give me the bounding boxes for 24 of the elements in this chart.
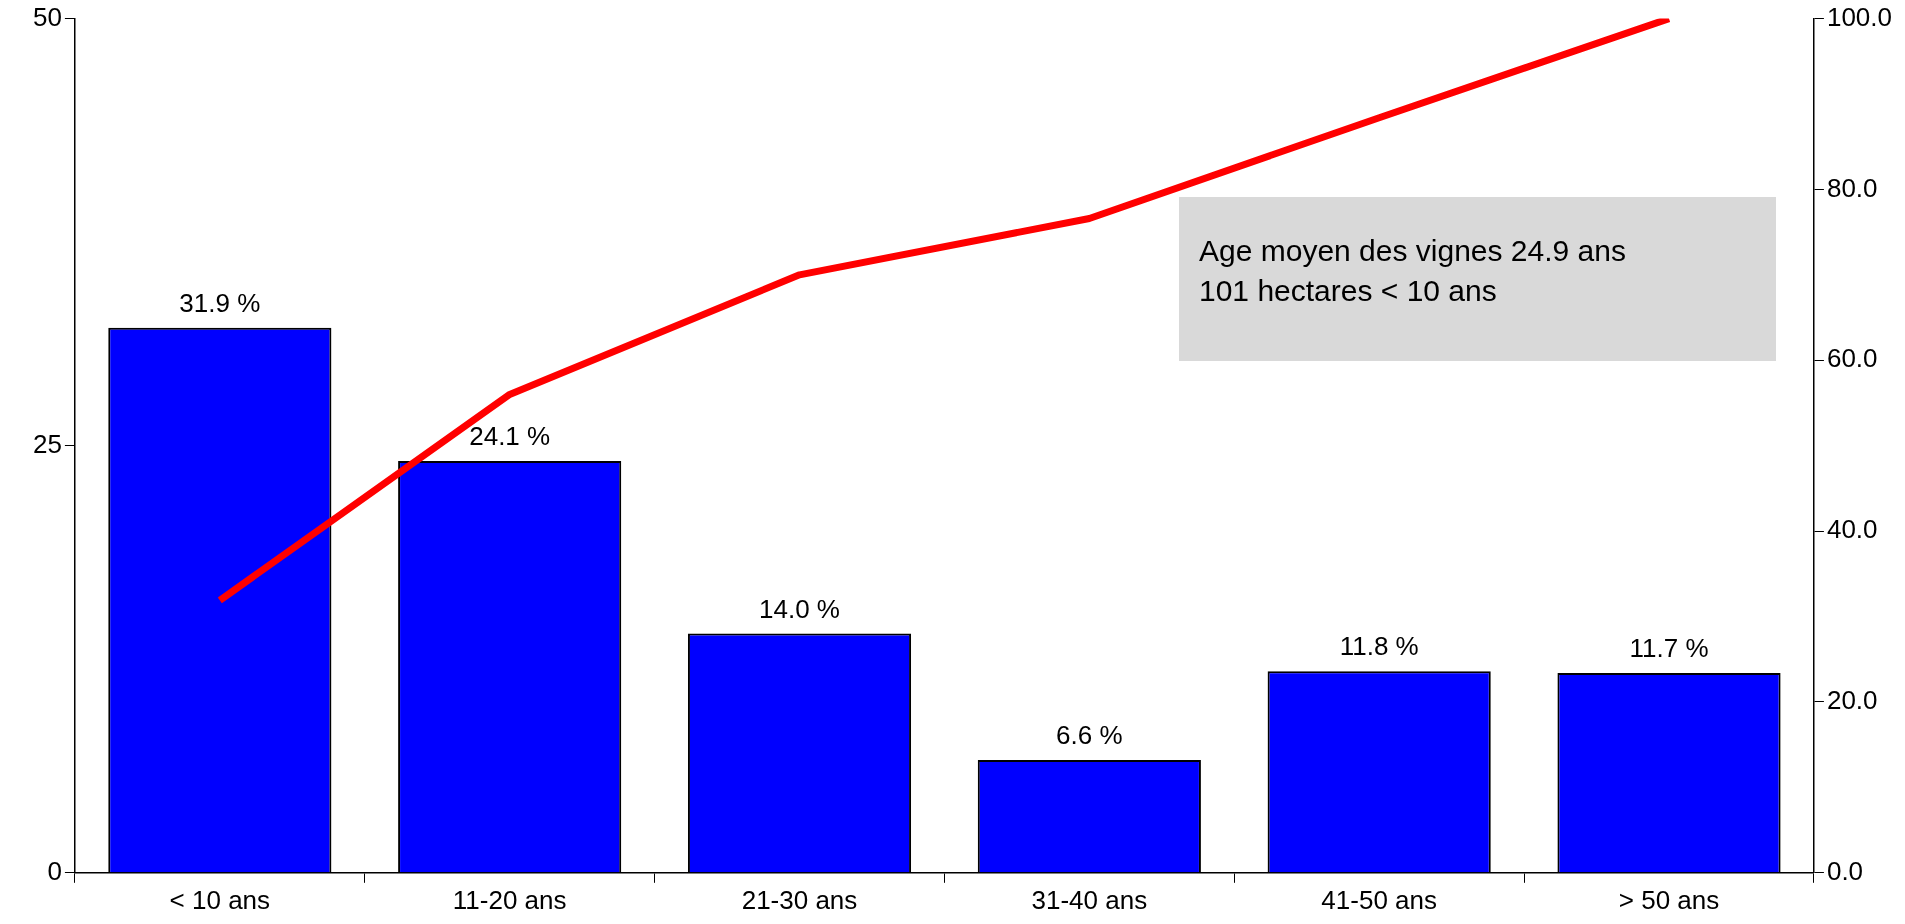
y2-tick-label: 80.0 xyxy=(1826,172,1878,203)
x-tick-label: 11-20 ans xyxy=(452,884,567,915)
data-label: 14.0 % xyxy=(759,593,840,624)
annotation: Age moyen des vignes 24.9 ans xyxy=(1199,233,1627,269)
y-tick-label: 50 xyxy=(33,1,62,32)
data-label: 11.8 % xyxy=(1339,631,1419,662)
y2-tick-label: 0.0 xyxy=(1826,855,1864,886)
data-label: 11.7 % xyxy=(1629,633,1709,664)
x-tick-label: 31-40 ans xyxy=(1031,884,1148,915)
x-tick-label: 21-30 ans xyxy=(741,884,858,915)
data-label: 24.1 % xyxy=(469,421,551,452)
x-tick-label: 41-50 ans xyxy=(1321,884,1438,915)
y2-tick-label: 100.0 xyxy=(1826,1,1893,32)
data-label: 31.9 % xyxy=(179,287,261,318)
note-box: Age moyen des vignes 24.9 ans 101 hectares < 10 ans xyxy=(1179,197,1776,361)
y2-tick-label: 20.0 xyxy=(1826,685,1878,716)
y-tick-label: 0 xyxy=(47,855,62,886)
y2-tick-label: 60.0 xyxy=(1826,343,1878,374)
x-tick-label: > 50 ans xyxy=(1618,884,1720,915)
data-label: 6.6 % xyxy=(1056,720,1123,751)
x-tick-label: < 10 ans xyxy=(169,884,271,915)
annotation: 101 hectares < 10 ans xyxy=(1199,273,1498,309)
y2-tick-label: 40.0 xyxy=(1826,514,1878,545)
y-tick-label: 25 xyxy=(33,428,62,459)
